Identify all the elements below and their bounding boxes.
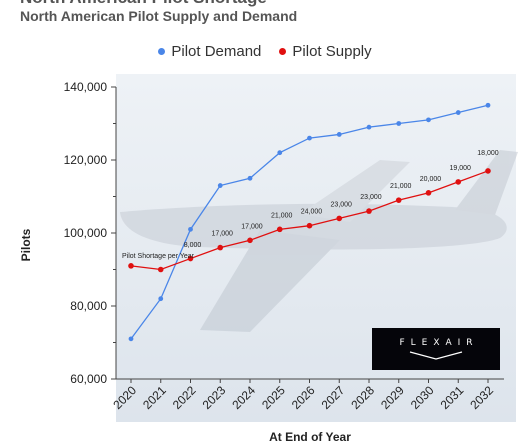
demand-point [396,121,402,126]
legend-label-supply: Pilot Supply [292,43,372,60]
legend-label-demand: Pilot Demand [171,43,262,60]
legend-item-demand: Pilot Demand [158,43,261,60]
airplane-tail [455,150,518,215]
demand-point [128,336,134,342]
x-axis-label: At End of Year [269,430,351,444]
airplane-fuselage [120,203,507,250]
demand-point [158,296,164,302]
legend-marker-supply [279,48,287,55]
legend-marker-demand [158,48,166,55]
shortage-data-label: 20,000 [420,176,442,183]
chart-subtitle: North American Pilot Supply and Demand [20,8,298,24]
supply-point [455,179,462,185]
supply-point [425,190,432,196]
shortage-data-label: 8,000 [184,242,202,249]
demand-point [188,226,193,232]
shortage-data-label: 21,000 [271,212,293,219]
supply-point [247,237,253,244]
y-axis-label: Pilots [19,228,33,262]
supply-point [336,215,343,222]
airplane-wing-far [300,160,410,222]
demand-point [455,110,461,115]
shortage-data-label: 17,000 [241,223,263,230]
y-tick-label: 80,000 [70,299,107,313]
shortage-annotation-title: Pilot Shortage per Year [122,253,195,260]
y-tick-label: 60,000 [70,372,107,386]
demand-point [426,117,431,123]
supply-point [276,226,283,233]
shortage-data-label: 23,000 [331,201,353,208]
demand-point [336,132,342,137]
supply-point [217,244,224,251]
shortage-data-label: 19,000 [450,165,472,172]
demand-point [217,183,223,188]
supply-point [128,263,134,269]
demand-point [485,102,491,108]
y-tick-label: 120,000 [64,153,108,167]
chart-legend: Pilot Demand Pilot Supply [0,43,530,60]
supply-point [366,208,372,214]
shortage-data-label: 18,000 [477,150,499,157]
page-title: North American Pilot Shortage [20,0,267,8]
airplane-background-icon [120,150,518,332]
logo-text: FLEXAIR [399,338,479,348]
supply-point [485,168,491,174]
shortage-data-label: 17,000 [212,231,234,238]
supply-point [187,255,194,262]
y-tick-label: 100,000 [64,226,108,240]
airplane-wing [200,230,340,332]
supply-point [157,266,164,273]
demand-point [366,124,372,130]
legend-item-supply: Pilot Supply [279,43,372,60]
shortage-data-label: 24,000 [301,209,323,216]
supply-point [395,197,402,203]
flexair-logo: FLEXAIR [372,328,500,370]
demand-point [247,175,253,181]
chevron-down-icon [409,351,463,360]
demand-point [307,135,312,141]
shortage-data-label: 21,000 [390,183,412,190]
y-tick-label: 140,000 [64,80,108,94]
shortage-data-label: 23,000 [360,194,382,201]
supply-point [306,222,313,229]
demand-point [277,150,283,156]
